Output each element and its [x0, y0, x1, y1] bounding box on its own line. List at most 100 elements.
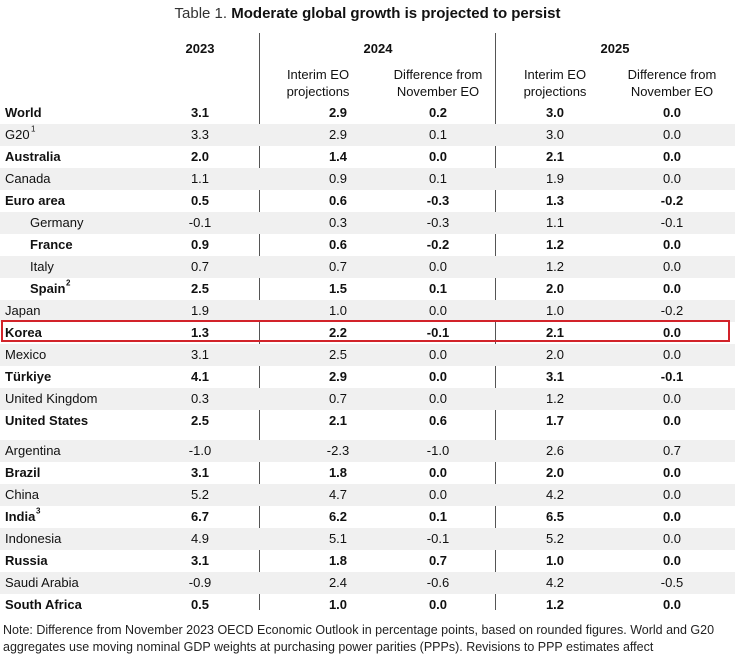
- value-cell: 0.7: [328, 391, 348, 406]
- value-cell: 0.0: [662, 281, 682, 296]
- korea-highlight-box: [1, 320, 730, 342]
- value-cell: 0.0: [662, 531, 682, 546]
- subheader-line: Difference from: [393, 67, 483, 82]
- table-row: Japan 1.9 1.0 0.0 1.0 -0.2: [0, 300, 735, 322]
- country-name: Germany: [30, 215, 84, 230]
- table-row: Germany -0.1 0.3 -0.3 1.1 -0.1: [0, 212, 735, 234]
- value-cell: 2.5: [190, 281, 210, 296]
- value-cell: 0.6: [328, 193, 348, 208]
- table-note: Note: Difference from November 2023 OECD…: [3, 623, 715, 654]
- footnote-marker: 1: [31, 124, 36, 134]
- value-cell: -0.2: [426, 237, 450, 252]
- value-cell: 1.1: [545, 215, 565, 230]
- table-row: Russia 3.1 1.8 0.7 1.0 0.0: [0, 550, 735, 572]
- value-cell: 0.1: [428, 127, 448, 142]
- value-cell: 5.1: [328, 531, 348, 546]
- value-cell: 4.1: [190, 369, 210, 384]
- value-cell: 0.0: [662, 325, 682, 340]
- subheader-2025-diff: Difference from November EO: [612, 66, 732, 100]
- table-row: Korea 1.3 2.2 -0.1 2.1 0.0: [0, 322, 735, 344]
- value-cell: 2.1: [545, 325, 565, 340]
- table-row: Indonesia 4.9 5.1 -0.1 5.2 0.0: [0, 528, 735, 550]
- value-cell: 3.1: [190, 465, 210, 480]
- value-cell: 0.0: [662, 259, 682, 274]
- subheader-line: November EO: [396, 84, 480, 99]
- table-row: United States 2.5 2.1 0.6 1.7 0.0: [0, 410, 735, 432]
- subheader-line: projections: [286, 84, 350, 99]
- country-name: Euro area: [5, 193, 65, 208]
- value-cell: 2.0: [545, 465, 565, 480]
- value-cell: 2.9: [328, 369, 348, 384]
- header-2023: 2023: [185, 41, 215, 56]
- value-cell: -0.1: [660, 369, 684, 384]
- value-cell: -0.3: [426, 215, 450, 230]
- value-cell: 1.1: [190, 171, 210, 186]
- value-cell: 0.0: [662, 105, 682, 120]
- country-name: United Kingdom: [5, 391, 98, 406]
- value-cell: 0.0: [662, 553, 682, 568]
- value-cell: 0.0: [428, 369, 448, 384]
- country-name: Saudi Arabia: [5, 575, 79, 590]
- subheader-2025-interim: Interim EO projections: [505, 66, 605, 100]
- value-cell: 4.2: [545, 487, 565, 502]
- value-cell: 1.0: [545, 553, 565, 568]
- value-cell: 1.3: [190, 325, 210, 340]
- value-cell: 0.0: [428, 149, 448, 164]
- value-cell: 1.2: [545, 597, 565, 612]
- value-cell: 1.0: [328, 303, 348, 318]
- value-cell: 0.0: [428, 465, 448, 480]
- value-cell: 2.5: [328, 347, 348, 362]
- value-cell: 2.1: [328, 413, 348, 428]
- country-name: Japan: [5, 303, 41, 318]
- value-cell: 1.0: [545, 303, 565, 318]
- footnote-wrap: 1: [31, 125, 35, 140]
- value-cell: 1.9: [190, 303, 210, 318]
- value-cell: -0.1: [426, 531, 450, 546]
- value-cell: 2.1: [545, 149, 565, 164]
- value-cell: 0.0: [662, 465, 682, 480]
- value-cell: 4.9: [190, 531, 210, 546]
- value-cell: -0.9: [188, 575, 212, 590]
- value-cell: 0.0: [662, 149, 682, 164]
- value-cell: -0.6: [426, 575, 450, 590]
- subheader-line: Difference from: [627, 67, 717, 82]
- table-row: G20 1 3.3 2.9 0.1 3.0 0.0: [0, 124, 735, 146]
- table-title-prefix: Table 1.: [174, 5, 232, 22]
- country-name: World: [5, 105, 42, 120]
- value-cell: 4.2: [545, 575, 565, 590]
- value-cell: 1.2: [545, 259, 565, 274]
- table-row: Italy 0.7 0.7 0.0 1.2 0.0: [0, 256, 735, 278]
- value-cell: 2.5: [190, 413, 210, 428]
- table-row: Canada 1.1 0.9 0.1 1.9 0.0: [0, 168, 735, 190]
- table-row: China 5.2 4.7 0.0 4.2 0.0: [0, 484, 735, 506]
- value-cell: 0.6: [328, 237, 348, 252]
- value-cell: 0.1: [428, 281, 448, 296]
- value-cell: 0.0: [662, 509, 682, 524]
- footnote-wrap: 2: [66, 279, 70, 294]
- value-cell: 6.7: [190, 509, 210, 524]
- value-cell: 0.7: [428, 553, 448, 568]
- value-cell: -0.2: [660, 303, 684, 318]
- value-cell: 1.8: [328, 553, 348, 568]
- value-cell: 0.0: [662, 487, 682, 502]
- value-cell: 1.7: [545, 413, 565, 428]
- value-cell: 0.0: [662, 171, 682, 186]
- value-cell: 5.2: [545, 531, 565, 546]
- table-row: Euro area 0.5 0.6 -0.3 1.3 -0.2: [0, 190, 735, 212]
- value-cell: 1.4: [328, 149, 348, 164]
- country-name: United States: [5, 413, 89, 428]
- table-row: South Africa 0.5 1.0 0.0 1.2 0.0: [0, 594, 735, 616]
- value-cell: 1.0: [328, 597, 348, 612]
- value-cell: -0.3: [426, 193, 450, 208]
- value-cell: 0.1: [428, 509, 448, 524]
- value-cell: 0.9: [190, 237, 210, 252]
- subheader-2024-diff: Difference from November EO: [378, 66, 498, 100]
- table-row: Brazil 3.1 1.8 0.0 2.0 0.0: [0, 462, 735, 484]
- value-cell: 0.1: [428, 171, 448, 186]
- table-title: Table 1. Moderate global growth is proje…: [0, 5, 735, 22]
- value-cell: 1.2: [545, 391, 565, 406]
- table-row: Mexico 3.1 2.5 0.0 2.0 0.0: [0, 344, 735, 366]
- value-cell: 0.0: [428, 597, 448, 612]
- value-cell: -1.0: [188, 443, 212, 458]
- value-cell: 1.8: [328, 465, 348, 480]
